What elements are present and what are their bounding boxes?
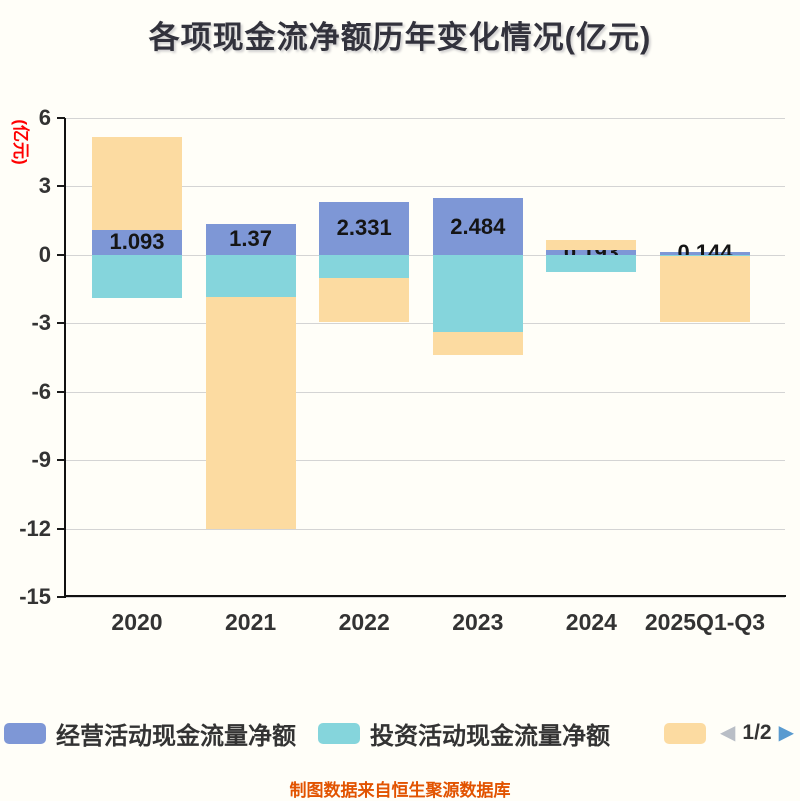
legend-swatch-financing [664, 722, 706, 744]
x-tick-label: 2025Q1-Q3 [644, 609, 766, 635]
y-tick-mark [57, 253, 65, 256]
gridline [65, 254, 785, 256]
y-tick-mark [57, 527, 65, 530]
x-tick-label: 2022 [338, 609, 390, 635]
x-tick-label: 2024 [565, 609, 617, 635]
gridline [65, 597, 785, 598]
chart-title: 各项现金流净额历年变化情况(亿元) [148, 20, 652, 55]
x-tick-label: 2021 [225, 609, 277, 635]
y-tick-mark [57, 596, 65, 598]
y-tick-mark [57, 459, 65, 462]
legend-swatch-operating [4, 722, 46, 744]
gridline [65, 323, 785, 325]
legend-item-operating: 经营活动现金流量净额 [4, 718, 296, 750]
y-tick-mark [57, 322, 65, 325]
x-tick-label: 2020 [111, 609, 163, 635]
x-axis-line [64, 595, 786, 597]
y-tick-mark [57, 390, 65, 393]
gridline [65, 391, 785, 393]
legend-swatch-investing [318, 722, 360, 744]
gridline [65, 118, 785, 119]
y-tick-label: 0 [38, 241, 51, 267]
bar-value-label: 2.331 [336, 215, 392, 241]
bar-segment [432, 198, 523, 255]
prev-page-icon[interactable]: ◀ [720, 722, 736, 744]
y-tick-mark [57, 185, 65, 188]
bar-value-label: 2.484 [450, 213, 506, 239]
bar-segment [205, 254, 296, 298]
y-tick-mark [57, 117, 65, 119]
bar-segment [660, 254, 750, 257]
legend-label-operating: 经营活动现金流量净额 [56, 722, 296, 750]
footer-note: 制图数据来自恒生聚源数据库 [289, 781, 511, 800]
y-tick-label: 3 [38, 173, 51, 199]
bar-segment [660, 251, 750, 255]
legend: 经营活动现金流量净额 投资活动现金流量净额 ◀ 1/2 ▶ [0, 718, 800, 750]
bar-segment [432, 254, 523, 332]
bar-segment [319, 201, 410, 255]
y-tick-label: -6 [31, 378, 51, 404]
x-tick-label: 2023 [452, 609, 504, 635]
y-tick-label: -15 [19, 584, 51, 609]
legend-label-investing: 投资活动现金流量净额 [370, 722, 610, 750]
y-axis-line [64, 118, 66, 598]
bar-segment [205, 297, 296, 529]
gridline [65, 186, 785, 188]
bar-segment [319, 254, 410, 279]
gridline [65, 460, 785, 462]
bar-segment [319, 278, 410, 322]
bar-segment [92, 136, 182, 230]
next-page-icon[interactable]: ▶ [778, 722, 794, 744]
bar-value-label: 1.37 [229, 226, 272, 252]
page-indicator: 1/2 [742, 721, 772, 744]
legend-pagination: ◀ 1/2 ▶ [720, 718, 794, 748]
bar-segment [546, 240, 637, 251]
legend-item-financing [664, 718, 716, 748]
bar-segment [432, 331, 523, 355]
bar-segment [92, 254, 182, 298]
bar-segment [660, 256, 750, 323]
bar-value-label: 1.093 [109, 229, 165, 255]
y-tick-label: -9 [31, 447, 51, 473]
bar-segment [546, 254, 637, 272]
bar-segment [546, 250, 637, 255]
y-tick-label: -12 [19, 515, 51, 541]
legend-item-investing: 投资活动现金流量净额 [318, 718, 610, 750]
bar-segment [92, 229, 182, 255]
y-tick-label: 6 [38, 105, 51, 130]
gridline [65, 528, 785, 530]
bar-segment [205, 223, 296, 255]
plot-area: 6 3 0 -3 -6 -9 -12 -15 2020 1.093 2021 1.37 2022 2.33… [19, 106, 786, 635]
y-tick-label: -3 [31, 310, 51, 336]
